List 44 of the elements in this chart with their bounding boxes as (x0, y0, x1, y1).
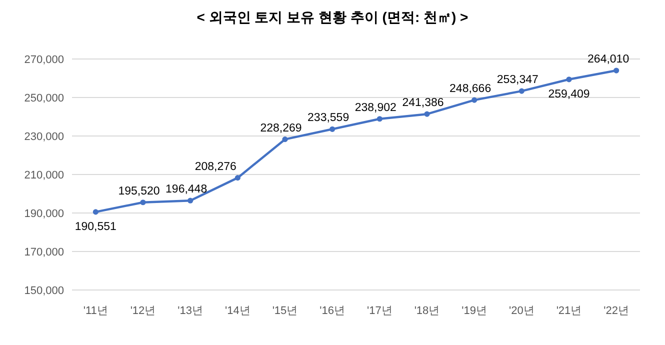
x-tick-label: '13년 (178, 305, 204, 317)
data-label: 196,448 (166, 184, 208, 196)
data-label: 253,347 (496, 74, 538, 86)
point (140, 200, 146, 206)
y-tick-label: 190,000 (24, 208, 64, 220)
data-label: 233,559 (308, 112, 350, 124)
point (518, 88, 524, 94)
x-tick-label: '16년 (320, 305, 346, 317)
data-label: 238,902 (354, 102, 396, 114)
chart-title: < 외국인 토지 보유 현황 추이 (면적: 천㎡) > (196, 9, 468, 25)
x-tick-label: '21년 (556, 305, 582, 317)
y-tick-label: 230,000 (24, 131, 64, 143)
data-label: 264,010 (588, 54, 630, 66)
data-label: 195,520 (118, 185, 160, 198)
data-label: 190,551 (74, 220, 116, 233)
x-tick-label: '12년 (130, 305, 156, 317)
data-label: 241,386 (402, 97, 444, 110)
x-tick-label: '18년 (414, 305, 440, 317)
y-tick-label: 150,000 (24, 285, 64, 297)
x-tick-label: '19년 (462, 305, 488, 317)
x-tick-label: '20년 (508, 305, 534, 317)
point (282, 136, 288, 142)
data-label: 208,276 (194, 160, 236, 173)
y-tick-label: 210,000 (24, 170, 64, 182)
point (376, 116, 382, 122)
point (92, 209, 98, 215)
x-tick-label: '15년 (272, 305, 298, 317)
point (614, 68, 620, 74)
x-tick-label: '11년 (83, 305, 108, 317)
point (424, 111, 430, 117)
x-tick-label: '22년 (604, 305, 630, 317)
x-tick-label: '14년 (224, 305, 250, 317)
point (234, 175, 240, 181)
point (188, 198, 194, 204)
data-label: 228,269 (260, 122, 302, 134)
y-tick-label: 250,000 (24, 92, 64, 104)
x-tick-label: '17년 (366, 305, 392, 317)
y-tick-label: 270,000 (24, 54, 64, 66)
point (566, 76, 572, 82)
point (330, 126, 336, 132)
y-tick-label: 170,000 (24, 246, 64, 258)
data-label: 259,409 (548, 88, 590, 100)
data-label: 248,666 (450, 83, 492, 96)
point (472, 97, 478, 103)
